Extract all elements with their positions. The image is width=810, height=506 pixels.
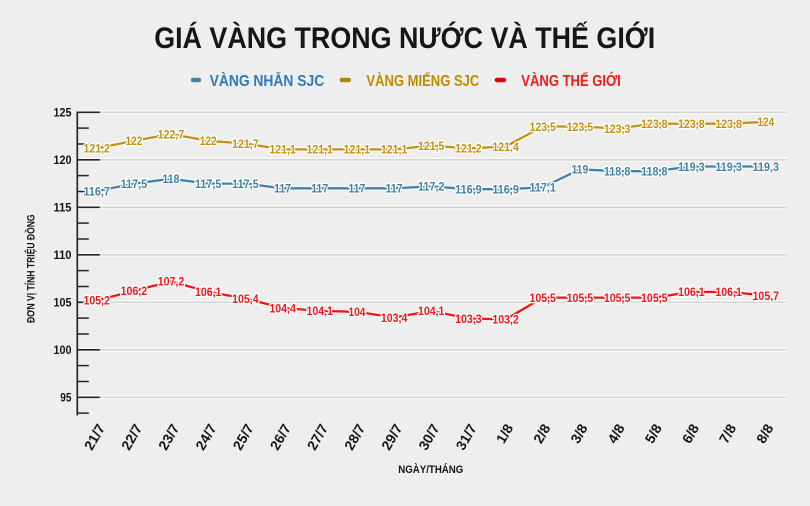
svg-text:103,2: 103,2 (492, 313, 519, 327)
svg-text:117,2: 117,2 (418, 180, 445, 194)
svg-text:122,7: 122,7 (158, 127, 185, 141)
svg-text:119,3: 119,3 (678, 160, 705, 174)
svg-text:VÀNG NHẪN SJC: VÀNG NHẪN SJC (210, 71, 325, 90)
svg-text:104: 104 (348, 305, 365, 319)
svg-text:117,1: 117,1 (529, 181, 556, 195)
svg-text:104,4: 104,4 (269, 301, 296, 315)
svg-text:107,2: 107,2 (158, 275, 185, 289)
svg-text:121,5: 121,5 (418, 139, 445, 153)
svg-text:123,8: 123,8 (678, 117, 705, 131)
svg-text:VÀNG MIẾNG SJC: VÀNG MIẾNG SJC (366, 71, 479, 90)
svg-text:122: 122 (125, 134, 142, 148)
svg-text:103,3: 103,3 (455, 312, 482, 326)
svg-text:ĐƠN VỊ TÍNH TRIỆU ĐỒNG: ĐƠN VỊ TÍNH TRIỆU ĐỒNG (25, 214, 38, 323)
svg-text:95: 95 (60, 391, 71, 405)
svg-text:106,1: 106,1 (715, 285, 742, 299)
svg-text:121,2: 121,2 (83, 142, 110, 156)
svg-text:117,5: 117,5 (195, 177, 222, 191)
svg-text:121,1: 121,1 (306, 143, 333, 157)
svg-text:GIÁ VÀNG TRONG NƯỚC VÀ THẾ GIỚ: GIÁ VÀNG TRONG NƯỚC VÀ THẾ GIỚI (154, 21, 655, 55)
svg-text:123,5: 123,5 (567, 120, 594, 134)
svg-text:123,8: 123,8 (641, 117, 668, 131)
svg-text:120: 120 (54, 153, 72, 167)
svg-text:105: 105 (54, 296, 72, 310)
svg-text:106,2: 106,2 (121, 284, 148, 298)
svg-text:VÀNG THẾ GIỚI: VÀNG THẾ GIỚI (521, 71, 621, 90)
svg-text:118: 118 (163, 172, 180, 186)
svg-text:105,5: 105,5 (529, 291, 556, 305)
svg-text:121,7: 121,7 (232, 137, 259, 151)
svg-text:119,3: 119,3 (715, 160, 742, 174)
svg-text:122: 122 (200, 134, 217, 148)
svg-text:123,5: 123,5 (529, 120, 556, 134)
svg-text:116,9: 116,9 (455, 183, 482, 197)
svg-text:117: 117 (311, 182, 328, 196)
svg-text:117,5: 117,5 (121, 177, 148, 191)
svg-text:118,8: 118,8 (641, 165, 668, 179)
svg-text:105,5: 105,5 (641, 291, 668, 305)
svg-text:103,4: 103,4 (381, 311, 408, 325)
svg-text:106,1: 106,1 (195, 285, 222, 299)
svg-text:117: 117 (274, 182, 291, 196)
svg-text:104,1: 104,1 (418, 304, 445, 318)
svg-text:125: 125 (54, 106, 72, 120)
svg-text:124: 124 (757, 115, 774, 129)
svg-text:116,7: 116,7 (83, 184, 110, 198)
svg-text:123,8: 123,8 (715, 117, 742, 131)
svg-text:119: 119 (571, 163, 588, 177)
svg-text:105,7: 105,7 (753, 289, 780, 303)
svg-text:106,1: 106,1 (678, 285, 705, 299)
svg-text:121,4: 121,4 (492, 140, 519, 154)
svg-text:121,1: 121,1 (381, 143, 408, 157)
svg-text:100: 100 (54, 343, 72, 357)
svg-text:115: 115 (54, 201, 72, 215)
svg-text:104,1: 104,1 (306, 304, 333, 318)
svg-text:118,8: 118,8 (604, 165, 631, 179)
svg-text:121,2: 121,2 (455, 142, 482, 156)
svg-text:123,3: 123,3 (604, 122, 631, 136)
svg-text:105,5: 105,5 (567, 291, 594, 305)
svg-text:117: 117 (386, 182, 403, 196)
svg-text:110: 110 (54, 248, 72, 262)
svg-text:105,4: 105,4 (232, 292, 259, 306)
svg-text:117: 117 (348, 182, 365, 196)
svg-text:119,3: 119,3 (753, 160, 780, 174)
svg-text:116,9: 116,9 (492, 183, 519, 197)
svg-text:NGÀY/THÁNG: NGÀY/THÁNG (398, 463, 463, 476)
svg-text:105,5: 105,5 (604, 291, 631, 305)
svg-text:121,1: 121,1 (344, 143, 371, 157)
svg-text:117,5: 117,5 (232, 177, 259, 191)
svg-text:121,1: 121,1 (269, 143, 296, 157)
svg-text:105,2: 105,2 (83, 294, 110, 308)
